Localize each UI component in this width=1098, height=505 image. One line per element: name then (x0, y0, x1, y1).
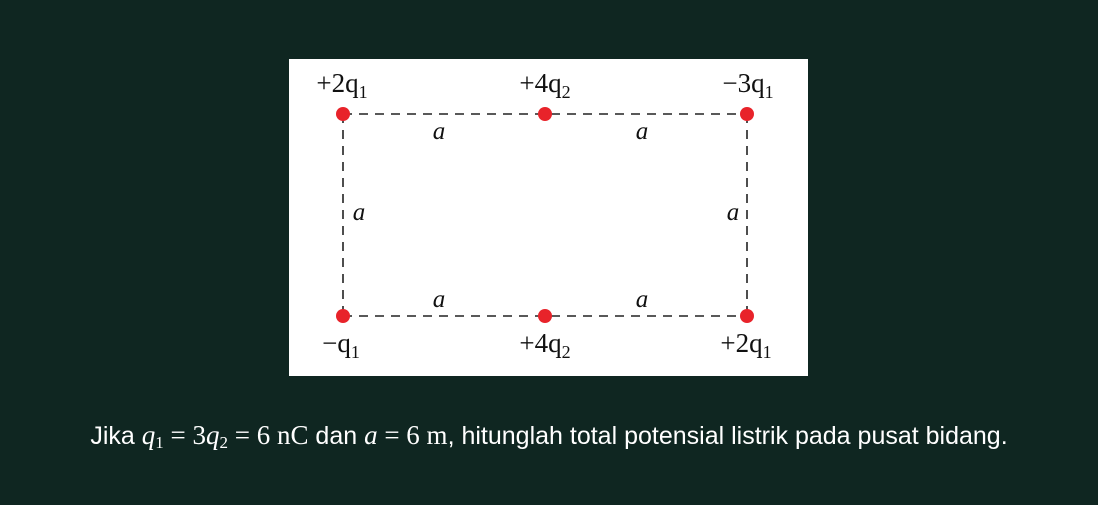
side-label-top-right: a (636, 118, 649, 145)
charge-label-top-left: +2q1 (316, 68, 367, 102)
charge-dot-top-left (336, 107, 350, 121)
side-label-left: a (353, 199, 366, 226)
charge-dot-bottom-middle (538, 309, 552, 323)
charge-dot-top-right (740, 107, 754, 121)
charge-diagram-panel: +2q1 +4q2 −3q1 −q1 +4q2 +2q1 a a a a a a (289, 59, 808, 376)
math-q1: q1 = 3q2 = 6 nC (141, 420, 309, 452)
question-suffix: , hitunglah total potensial listrik pada… (447, 422, 1008, 450)
charge-label-bottom-left: −q1 (322, 328, 360, 362)
charge-dot-bottom-left (336, 309, 350, 323)
question-prefix: Jika (90, 422, 142, 450)
charge-label-top-middle: +4q2 (519, 68, 570, 102)
charge-dot-bottom-right (740, 309, 754, 323)
side-label-right: a (727, 199, 740, 226)
side-label-bottom-left: a (433, 286, 446, 313)
charge-dot-top-middle (538, 107, 552, 121)
charge-diagram: +2q1 +4q2 −3q1 −q1 +4q2 +2q1 a a a a a a (316, 68, 773, 362)
question-text: Jika q1 = 3q2 = 6 nC dan a = 6 m, hitung… (0, 420, 1098, 453)
charge-label-bottom-middle: +4q2 (519, 328, 570, 362)
math-a: a = 6 m (364, 420, 448, 450)
side-label-top-left: a (433, 118, 446, 145)
charge-label-bottom-right: +2q1 (720, 328, 771, 362)
charge-label-top-right: −3q1 (722, 68, 773, 102)
side-label-bottom-right: a (636, 286, 649, 313)
question-middle: dan (308, 422, 365, 450)
